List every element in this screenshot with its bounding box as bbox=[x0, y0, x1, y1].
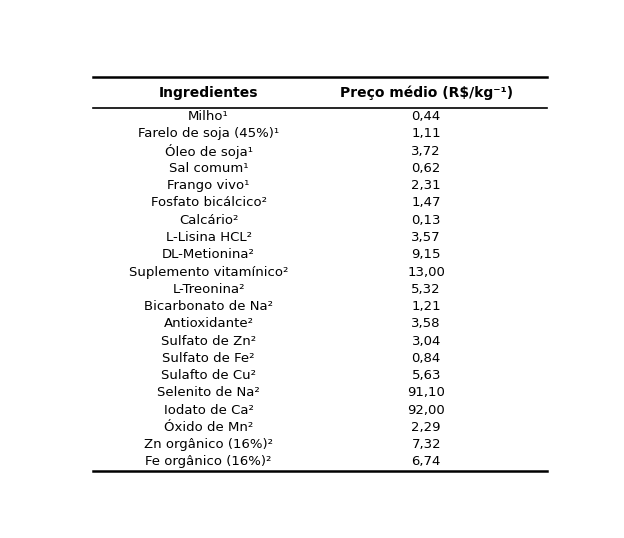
Text: 13,00: 13,00 bbox=[407, 266, 445, 279]
Text: 0,84: 0,84 bbox=[412, 352, 441, 365]
Text: 3,57: 3,57 bbox=[411, 231, 441, 244]
Text: 9,15: 9,15 bbox=[411, 248, 441, 261]
Text: 91,10: 91,10 bbox=[407, 386, 445, 399]
Text: Antioxidante²: Antioxidante² bbox=[163, 317, 253, 330]
Text: DL-Metionina²: DL-Metionina² bbox=[162, 248, 255, 261]
Text: Milho¹: Milho¹ bbox=[188, 110, 229, 123]
Text: Frango vivo¹: Frango vivo¹ bbox=[167, 179, 250, 192]
Text: 2,29: 2,29 bbox=[411, 421, 441, 434]
Text: Sulfato de Zn²: Sulfato de Zn² bbox=[161, 335, 256, 348]
Text: 6,74: 6,74 bbox=[411, 455, 441, 469]
Text: 5,32: 5,32 bbox=[411, 283, 441, 296]
Text: L-Treonina²: L-Treonina² bbox=[172, 283, 245, 296]
Text: 5,63: 5,63 bbox=[411, 369, 441, 382]
Text: 92,00: 92,00 bbox=[407, 404, 445, 416]
Text: 2,31: 2,31 bbox=[411, 179, 441, 192]
Text: 1,21: 1,21 bbox=[411, 300, 441, 313]
Text: Fosfato bicálcico²: Fosfato bicálcico² bbox=[150, 196, 266, 209]
Text: 1,47: 1,47 bbox=[411, 196, 441, 209]
Text: 0,13: 0,13 bbox=[411, 214, 441, 226]
Text: Selenito de Na²: Selenito de Na² bbox=[157, 386, 260, 399]
Text: Bicarbonato de Na²: Bicarbonato de Na² bbox=[144, 300, 273, 313]
Text: Farelo de soja (45%)¹: Farelo de soja (45%)¹ bbox=[138, 128, 279, 140]
Text: 0,62: 0,62 bbox=[411, 162, 441, 175]
Text: Sulfato de Fe²: Sulfato de Fe² bbox=[162, 352, 255, 365]
Text: Preço médio (R$/kg⁻¹): Preço médio (R$/kg⁻¹) bbox=[339, 85, 513, 100]
Text: Sal comum¹: Sal comum¹ bbox=[169, 162, 248, 175]
Text: Óxido de Mn²: Óxido de Mn² bbox=[164, 421, 253, 434]
Text: Iodato de Ca²: Iodato de Ca² bbox=[163, 404, 253, 416]
Text: 3,04: 3,04 bbox=[411, 335, 441, 348]
Text: Óleo de soja¹: Óleo de soja¹ bbox=[165, 144, 253, 159]
Text: Fe orgânico (16%)²: Fe orgânico (16%)² bbox=[145, 455, 272, 469]
Text: 1,11: 1,11 bbox=[411, 128, 441, 140]
Text: Zn orgânico (16%)²: Zn orgânico (16%)² bbox=[144, 438, 273, 451]
Text: 3,58: 3,58 bbox=[411, 317, 441, 330]
Text: 0,44: 0,44 bbox=[412, 110, 441, 123]
Text: Calcário²: Calcário² bbox=[179, 214, 238, 226]
Text: 3,72: 3,72 bbox=[411, 145, 441, 158]
Text: 7,32: 7,32 bbox=[411, 438, 441, 451]
Text: L-Lisina HCL²: L-Lisina HCL² bbox=[165, 231, 251, 244]
Text: Ingredientes: Ingredientes bbox=[159, 86, 258, 100]
Text: Suplemento vitamínico²: Suplemento vitamínico² bbox=[129, 266, 288, 279]
Text: Sulafto de Cu²: Sulafto de Cu² bbox=[161, 369, 256, 382]
